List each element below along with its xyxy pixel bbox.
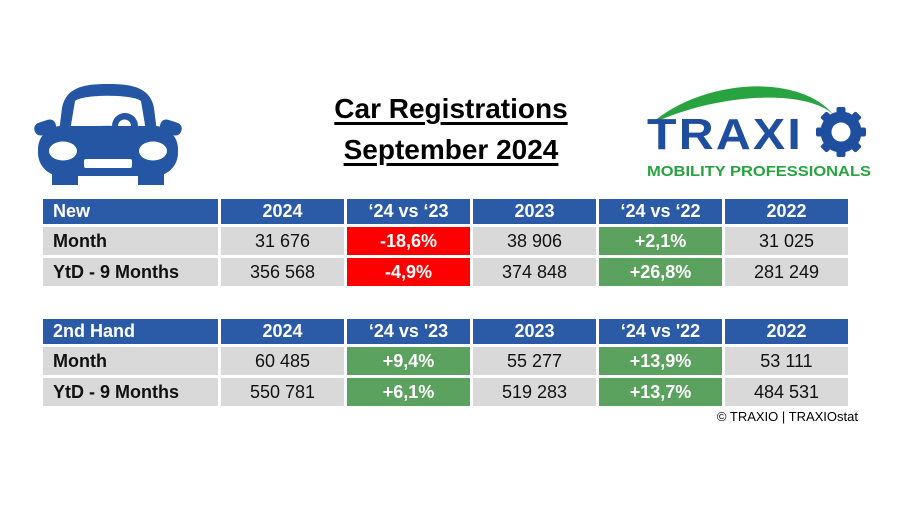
row-label: Month xyxy=(40,344,221,378)
traxio-logo-svg: TRAXI MOBILITY PROFESSIONALS xyxy=(647,86,871,180)
column-header: 2022 xyxy=(722,196,851,227)
page-title-line2: September 2024 xyxy=(343,134,559,165)
table-row: YtD - 9 Months 550 781 +6,1% 519 283 +13… xyxy=(40,375,851,409)
car-icon xyxy=(32,74,184,186)
table-header-row: New 2024 ‘24 vs ‘23 2023 ‘24 vs ‘22 2022 xyxy=(40,196,851,227)
column-header: 2023 xyxy=(470,196,599,227)
table-cell: 356 568 xyxy=(218,255,347,289)
table-cell: 484 531 xyxy=(722,375,851,409)
table-cell: 31 025 xyxy=(722,224,851,258)
logo-tagline: MOBILITY PROFESSIONALS xyxy=(647,163,871,180)
column-header: ‘24 vs ‘22 xyxy=(596,196,725,227)
column-header: 2nd Hand xyxy=(40,316,221,347)
swoosh-icon xyxy=(651,86,833,124)
car-body xyxy=(38,126,178,176)
logo-brand-text: TRAXI xyxy=(647,110,803,159)
table-cell: 31 676 xyxy=(218,224,347,258)
column-header: ‘24 vs ‘23 xyxy=(344,196,473,227)
table-cell: +13,9% xyxy=(596,344,725,378)
table-row: Month 60 485 +9,4% 55 277 +13,9% 53 111 xyxy=(40,344,851,378)
column-header: ‘24 vs '23 xyxy=(344,316,473,347)
row-label: YtD - 9 Months xyxy=(40,375,221,409)
table-cell: 519 283 xyxy=(470,375,599,409)
table-cell: 55 277 xyxy=(470,344,599,378)
table-cell: +6,1% xyxy=(344,375,473,409)
table-row: YtD - 9 Months 356 568 -4,9% 374 848 +26… xyxy=(40,255,851,289)
second-hand-cars-table: 2nd Hand 2024 ‘24 vs '23 2023 ‘24 vs '22… xyxy=(40,316,851,409)
table-cell: 281 249 xyxy=(722,255,851,289)
column-header: 2023 xyxy=(470,316,599,347)
car-left-headlight xyxy=(49,141,77,161)
copyright-credit: © TRAXIO | TRAXIOstat xyxy=(716,409,858,424)
row-label: YtD - 9 Months xyxy=(40,255,221,289)
table-cell: +13,7% xyxy=(596,375,725,409)
table-cell: +2,1% xyxy=(596,224,725,258)
column-header: New xyxy=(40,196,221,227)
column-header: 2024 xyxy=(218,316,347,347)
table-row: Month 31 676 -18,6% 38 906 +2,1% 31 025 xyxy=(40,224,851,258)
car-left-wheel xyxy=(52,172,78,185)
new-cars-table: New 2024 ‘24 vs ‘23 2023 ‘24 vs ‘22 2022… xyxy=(40,196,851,289)
column-header: 2024 xyxy=(218,196,347,227)
traxio-logo: TRAXI MOBILITY PROFESSIONALS xyxy=(645,72,873,182)
table-cell: 38 906 xyxy=(470,224,599,258)
car-right-wheel xyxy=(138,172,164,185)
table-cell: -4,9% xyxy=(344,255,473,289)
column-header: 2022 xyxy=(722,316,851,347)
table-cell: +26,8% xyxy=(596,255,725,289)
table-header-row: 2nd Hand 2024 ‘24 vs '23 2023 ‘24 vs '22… xyxy=(40,316,851,347)
gear-icon xyxy=(816,107,866,157)
car-windshield xyxy=(70,95,146,131)
page-title: Car Registrations September 2024 xyxy=(276,88,626,170)
table-cell: 53 111 xyxy=(722,344,851,378)
car-grille xyxy=(84,159,132,168)
table-cell: 60 485 xyxy=(218,344,347,378)
car-right-headlight xyxy=(139,141,167,161)
column-header: ‘24 vs '22 xyxy=(596,316,725,347)
car-icon-svg xyxy=(34,84,182,185)
row-label: Month xyxy=(40,224,221,258)
table-cell: -18,6% xyxy=(344,224,473,258)
table-cell: 550 781 xyxy=(218,375,347,409)
page-title-line1: Car Registrations xyxy=(334,93,568,124)
car-steering-arc xyxy=(112,113,138,126)
table-cell: 374 848 xyxy=(470,255,599,289)
table-cell: +9,4% xyxy=(344,344,473,378)
